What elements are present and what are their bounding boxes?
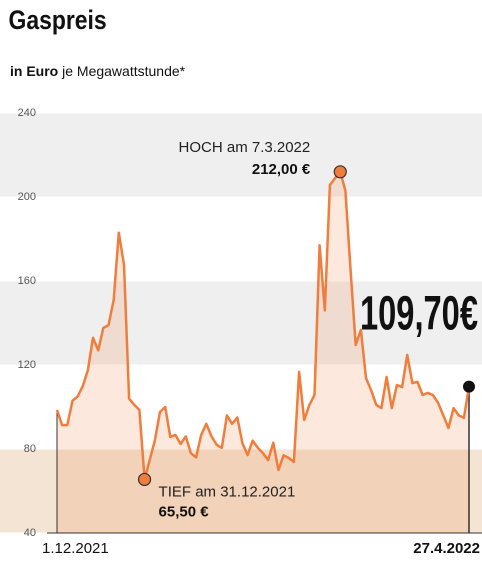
x-tick-label: 1.12.2021 (42, 540, 109, 557)
y-tick-label: 160 (18, 275, 36, 287)
value-label: 65,50 € (159, 503, 210, 520)
y-tick-label: 80 (24, 443, 36, 455)
y-tick-label: 240 (18, 107, 36, 119)
value-label: 212,00 € (252, 161, 311, 178)
end-value-label: 109,70€ (360, 288, 478, 341)
annotation: TIEF am 31.12.2021 (159, 483, 296, 500)
y-tick-label: 200 (18, 191, 36, 203)
band (0, 113, 482, 197)
band (0, 197, 482, 281)
extreme-marker (333, 165, 347, 179)
annotation: HOCH am 7.3.2022 (179, 139, 311, 156)
band (0, 281, 482, 365)
chart-title: Gaspreis (9, 5, 107, 35)
y-tick-label: 120 (18, 359, 36, 371)
subtitle-bold: in Euro (10, 63, 58, 79)
subtitle-rest: je Megawattstunde* (61, 63, 186, 79)
x-tick-label: 27.4.2022 (413, 540, 480, 557)
line (55, 170, 471, 481)
y-tick-label: 40 (24, 527, 36, 539)
chart-subtitle: in Euro je Megawattstunde* (10, 63, 186, 79)
area (57, 171, 469, 534)
band (0, 449, 482, 533)
end-marker (463, 380, 475, 393)
extreme-marker (137, 472, 152, 487)
